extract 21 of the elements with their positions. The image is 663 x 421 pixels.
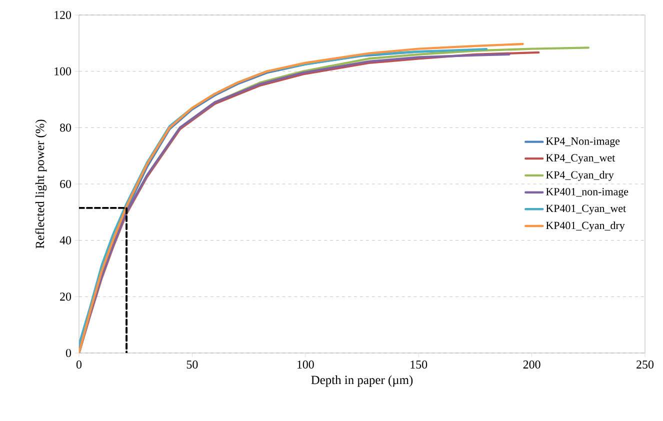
legend-label: KP401_non-image [546,188,628,198]
y-tick-label: 60 [60,180,72,188]
y-tick-label: 80 [60,124,72,132]
y-tick-label: 40 [60,236,72,244]
legend-label: KP4_Cyan_dry [546,170,614,181]
y-tick-label: 120 [54,10,72,20]
y-tick-label: 100 [54,67,72,76]
legend-label: KP4_Cyan_wet [546,154,616,164]
x-tick-label: 250 [636,360,654,369]
x-tick-label: 0 [76,360,82,369]
x-axis-title: Depth in paper (µm) [311,375,413,387]
legend-label: KP401_Cyan_wet [546,204,626,214]
legend-label: KP4_Non-image [546,137,620,148]
y-axis-title: Reflected light power (%) [35,120,47,248]
y-tick-label: 20 [60,292,72,301]
x-tick-label: 50 [186,360,198,369]
x-tick-label: 200 [523,360,540,369]
x-tick-label: 150 [410,360,428,369]
x-tick-label: 100 [297,360,314,369]
y-tick-label: 0 [66,348,72,358]
legend-label: KP401_Cyan_dry [546,221,625,232]
